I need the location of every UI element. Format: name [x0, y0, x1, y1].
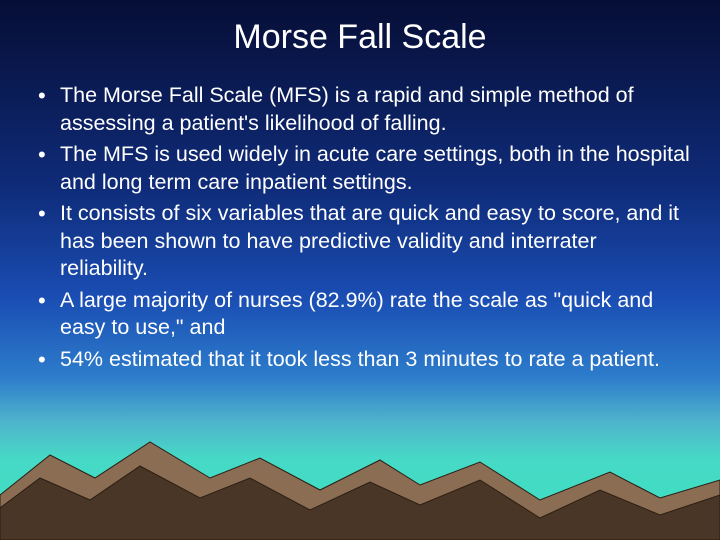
bullet-list: The Morse Fall Scale (MFS) is a rapid an… [36, 82, 690, 373]
mountain-front [0, 466, 720, 540]
bullet-item: It consists of six variables that are qu… [36, 200, 690, 283]
slide-content: The Morse Fall Scale (MFS) is a rapid an… [36, 82, 690, 377]
bullet-item: 54% estimated that it took less than 3 m… [36, 346, 690, 374]
mountain-back [0, 442, 720, 540]
mountains-decoration [0, 400, 720, 540]
slide-title: Morse Fall Scale [0, 18, 720, 57]
bullet-item: The MFS is used widely in acute care set… [36, 141, 690, 196]
bullet-item: A large majority of nurses (82.9%) rate … [36, 287, 690, 342]
slide-container: Morse Fall Scale The Morse Fall Scale (M… [0, 0, 720, 540]
bullet-item: The Morse Fall Scale (MFS) is a rapid an… [36, 82, 690, 137]
